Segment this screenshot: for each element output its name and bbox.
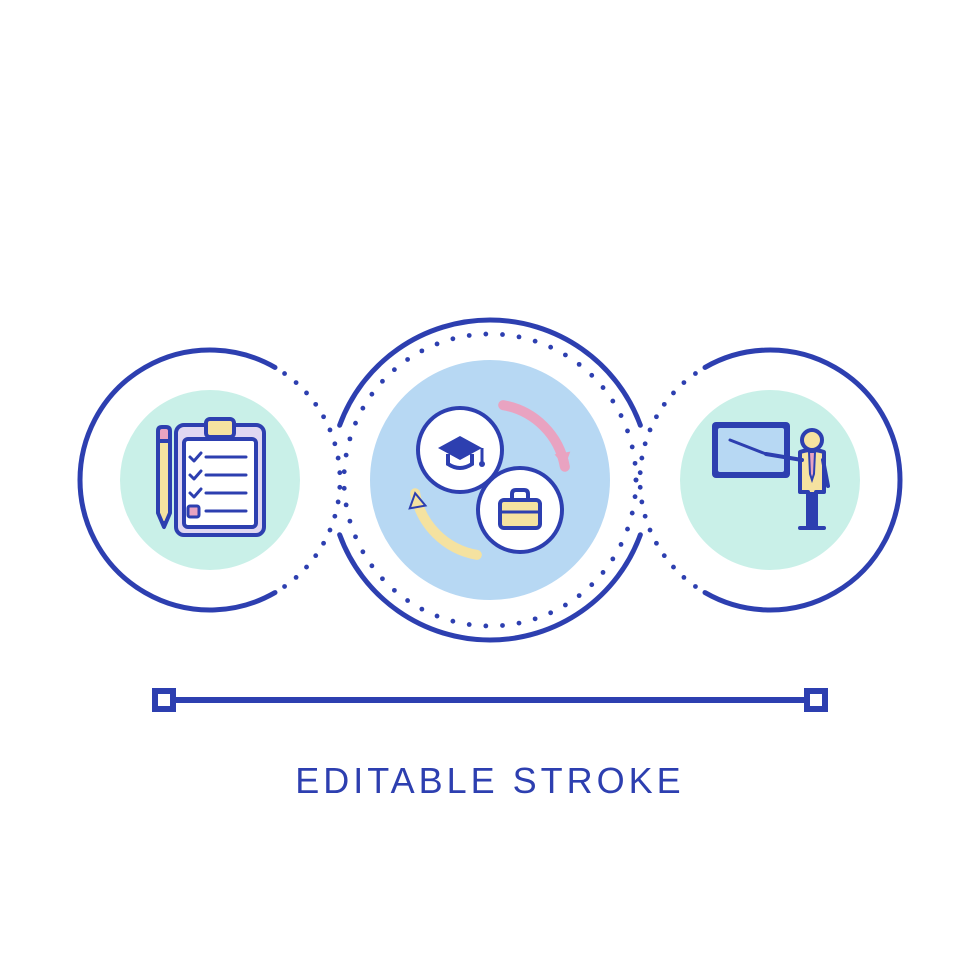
- caption-label: EDITABLE STROKE: [0, 760, 980, 802]
- editable-stroke-bar: [155, 691, 825, 709]
- left-badge: [80, 350, 342, 610]
- education-work-cycle-icon: [410, 405, 571, 555]
- right-badge: [638, 350, 900, 610]
- center-badge: [340, 320, 641, 640]
- scene-svg: [0, 0, 980, 980]
- infographic-canvas: EDITABLE STROKE: [0, 0, 980, 980]
